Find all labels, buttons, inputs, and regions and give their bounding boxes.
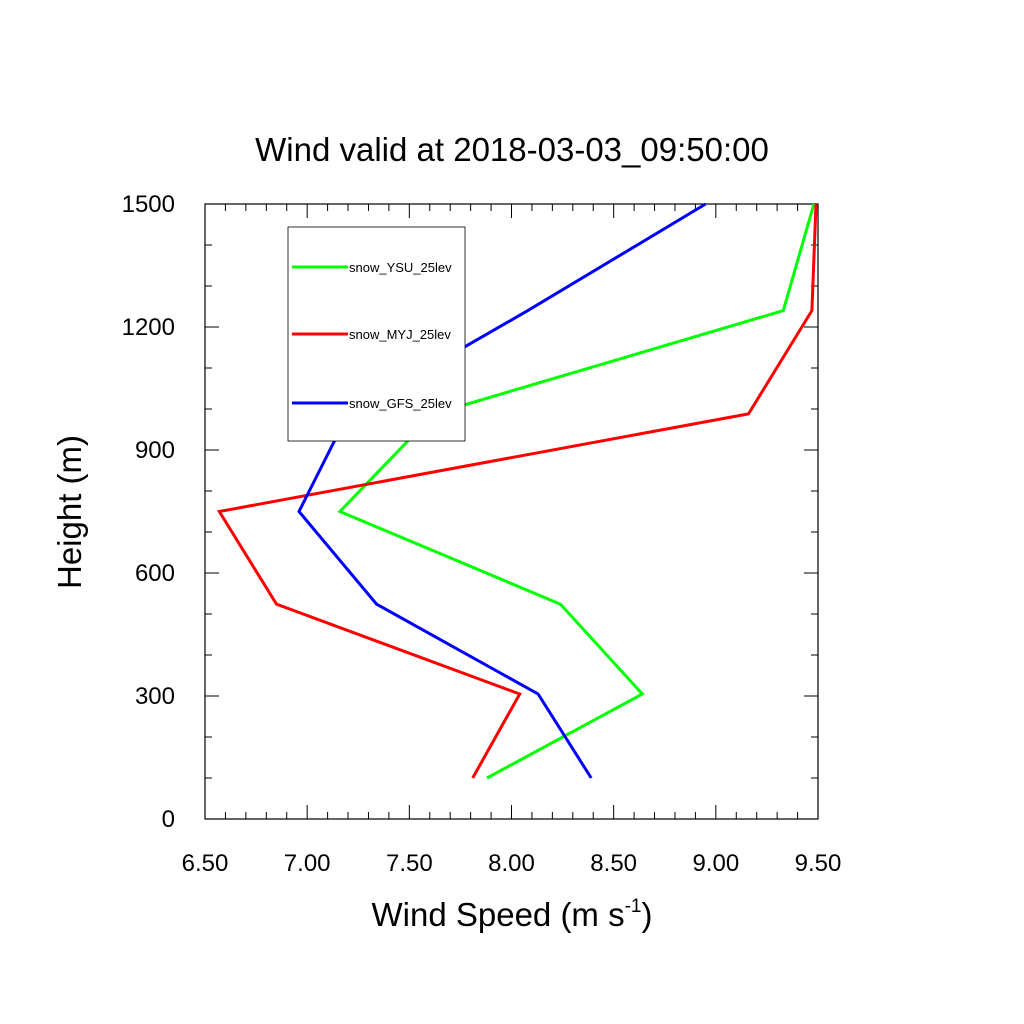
y-tick-label: 0 — [162, 806, 175, 833]
x-tick-label: 9.00 — [692, 850, 739, 877]
axis-tick-labels: 6.50 7.00 7.50 8.00 8.50 9.00 9.50 0 300 600 900 12… — [122, 191, 842, 877]
x-tick-label: 7.50 — [386, 850, 433, 877]
plot-frame — [204, 203, 819, 820]
series-line-snow_YSU_25lev — [337, 203, 816, 780]
x-tick-label: 9.50 — [795, 850, 842, 877]
x-axis-label: Wind Speed (m s-1) — [372, 896, 653, 933]
x-tick-label: 6.50 — [182, 850, 229, 877]
x-tick-label: 7.00 — [284, 850, 331, 877]
y-tick-label: 900 — [135, 437, 175, 464]
legend-label: snow_YSU_25lev — [349, 260, 452, 275]
y-tick-label: 1500 — [122, 191, 175, 218]
y-axis-label: Height (m) — [51, 435, 88, 589]
x-tick-label: 8.00 — [488, 850, 535, 877]
x-tick-label: 8.50 — [590, 850, 637, 877]
legend-label: snow_GFS_25lev — [349, 396, 452, 411]
x-axis-label-main: Wind Speed (m s — [372, 896, 625, 933]
chart-title: Wind valid at 2018-03-03_09:50:00 — [255, 131, 769, 168]
series-line-snow_GFS_25lev — [297, 202, 707, 779]
y-tick-label: 1200 — [122, 314, 175, 341]
legend: snow_YSU_25lev snow_MYJ_25lev snow_GFS_25l… — [287, 226, 466, 442]
y-tick-label: 600 — [135, 560, 175, 587]
series-lines — [216, 202, 818, 780]
x-axis-label-end: ) — [642, 896, 653, 933]
x-axis-label-superscript: -1 — [625, 896, 642, 917]
legend-items: snow_YSU_25lev snow_MYJ_25lev snow_GFS_25l… — [292, 260, 452, 411]
series-line-snow_MYJ_25lev — [216, 203, 818, 779]
y-tick-label: 300 — [135, 683, 175, 710]
legend-label: snow_MYJ_25lev — [349, 327, 451, 342]
